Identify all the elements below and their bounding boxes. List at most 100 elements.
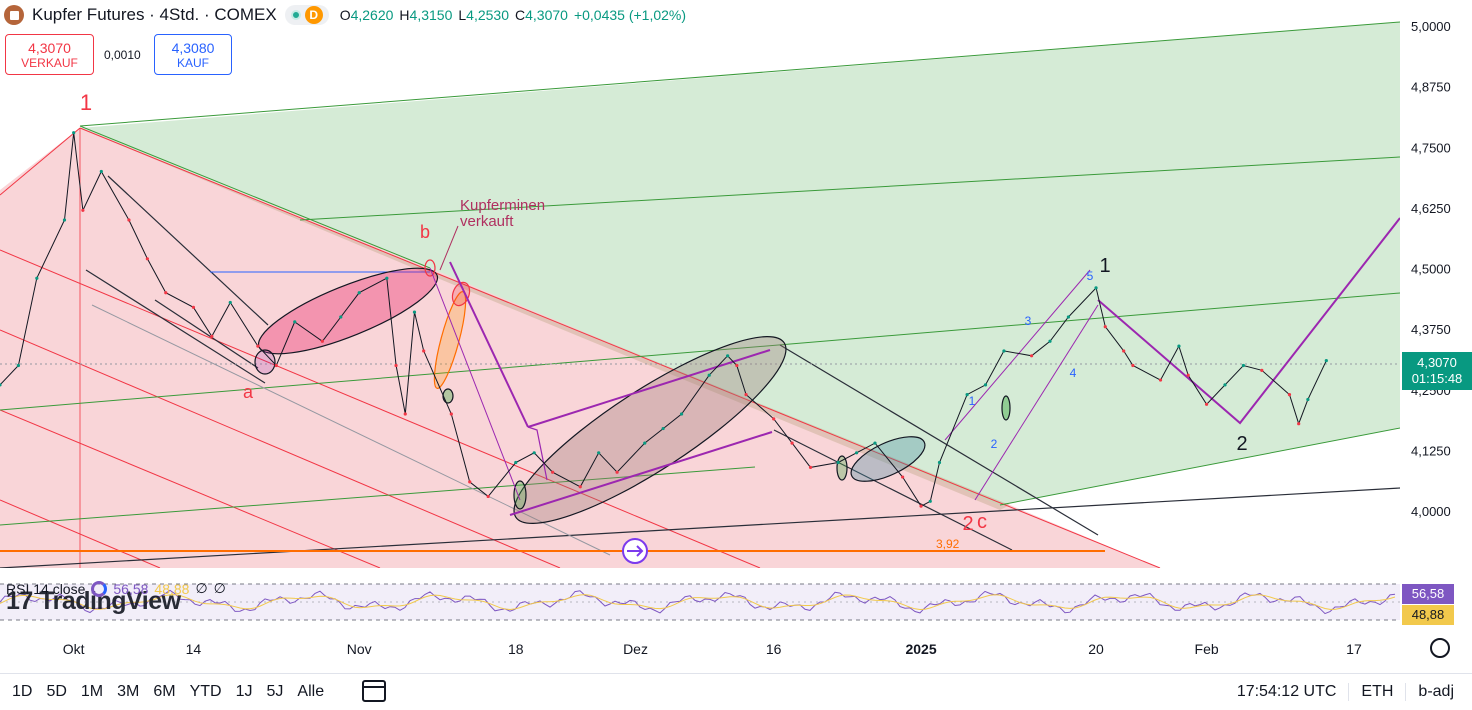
time-tick-label: 18: [508, 641, 524, 657]
wave-label: 1: [969, 394, 976, 408]
range-3m[interactable]: 3M: [117, 682, 140, 700]
price-point: [127, 218, 131, 222]
rsi-value: 56,58: [113, 580, 149, 597]
range-5j[interactable]: 5J: [266, 682, 284, 700]
rsi-line: [0, 589, 1396, 615]
price-point: [293, 320, 297, 324]
price-point: [1066, 315, 1071, 319]
price-point: [191, 305, 196, 309]
price-point: [210, 334, 214, 338]
adjust-toggle[interactable]: b-adj: [1405, 683, 1466, 701]
time-axis[interactable]: Okt 14 Nov 18 Dez 16 2025 20 Feb 17: [63, 641, 1362, 657]
overlap-channel: [80, 128, 1010, 510]
price-axis[interactable]: 5,00004,87504,75004,62504,50004,37504,25…: [1411, 19, 1451, 519]
market-status[interactable]: D: [284, 5, 329, 25]
price-point: [532, 451, 536, 455]
price-tick-label: 4,0000: [1411, 504, 1451, 519]
price-point: [1260, 368, 1264, 372]
price-point: [62, 218, 67, 222]
rsi-hidden-icon[interactable]: ∅: [195, 580, 208, 596]
price-point: [1186, 373, 1190, 377]
price-point: [99, 169, 103, 174]
time-tick-label: 16: [766, 641, 782, 657]
annotation-pointer: [439, 225, 459, 271]
buy-price: 4,3080: [171, 39, 215, 56]
price-point: [1029, 354, 1034, 358]
price-point: [16, 363, 21, 368]
price-point: [385, 276, 389, 280]
price-tick-label: 4,1250: [1411, 443, 1451, 458]
price-point: [1223, 383, 1227, 387]
price-point: [1094, 286, 1098, 290]
range-1j[interactable]: 1J: [235, 682, 253, 700]
utc-clock[interactable]: 17:54:12 UTC: [1236, 683, 1337, 700]
wave-label: 1: [1099, 255, 1110, 277]
price-tick-label: 4,3750: [1411, 322, 1451, 337]
time-tick-label: 14: [186, 641, 202, 657]
last-price-tag: 4,3070 01:15:48: [1402, 352, 1472, 390]
range-1m[interactable]: 1M: [80, 682, 104, 700]
price-point: [597, 451, 601, 455]
axis-settings-icon[interactable]: [1430, 638, 1450, 658]
impulse-channel: [944, 269, 1099, 501]
pattern-ellipses: [254, 259, 1011, 524]
price-point: [1122, 349, 1126, 353]
price-point: [1306, 397, 1310, 402]
price-point: [72, 131, 76, 135]
price-point: [1324, 359, 1328, 363]
wave-label: a: [243, 382, 254, 402]
session-toggle[interactable]: ETH: [1348, 683, 1405, 701]
ohlc-values: O4,2620 H4,3150 L4,2530 C4,3070 +0,0435 …: [336, 7, 690, 23]
sell-button[interactable]: 4,3070 VERKAUF: [5, 34, 94, 75]
price-tick-label: 4,7500: [1411, 140, 1451, 155]
price-point: [744, 393, 748, 397]
price-point: [772, 417, 776, 421]
price-point: [726, 354, 730, 358]
delayed-data-badge: D: [304, 6, 323, 24]
price-point: [1287, 393, 1292, 397]
range-5d[interactable]: 5D: [46, 682, 67, 700]
wave-label: b: [420, 222, 430, 242]
last-price: 4,3070: [1417, 355, 1457, 370]
price-point: [919, 504, 923, 508]
price-point: [937, 460, 942, 465]
bull-fork-zone: [80, 22, 1400, 505]
rsi-ma-tag: 48,88: [1402, 605, 1454, 625]
price-point: [1177, 344, 1181, 348]
price-point: [449, 412, 453, 416]
price-point: [983, 383, 988, 387]
time-tick-label: 17: [1346, 641, 1362, 657]
price-point: [1002, 349, 1006, 353]
rsi-loading-icon: [91, 580, 108, 597]
price-point: [1048, 339, 1052, 343]
rsi-hidden-icon-2[interactable]: ∅: [213, 580, 226, 596]
buy-button[interactable]: 4,3080 KAUF: [154, 34, 232, 75]
price-point: [274, 363, 278, 368]
price-point: [486, 494, 490, 499]
range-6m[interactable]: 6M: [153, 682, 176, 700]
price-point: [615, 470, 619, 474]
price-point: [808, 465, 813, 469]
rsi-legend[interactable]: RSI 14 close 56,58 48,88 ∅ ∅: [6, 580, 226, 597]
bottom-toolbar: 1D 5D 1M 3M 6M YTD 1J 5J Alle 17:54:12 U…: [0, 673, 1472, 709]
range-ytd[interactable]: YTD: [189, 682, 222, 700]
range-1d[interactable]: 1D: [12, 682, 33, 700]
price-point: [551, 470, 555, 474]
ohlc-change: +0,0435 (+1,02%): [573, 7, 687, 23]
price-point: [643, 441, 647, 445]
symbol-title[interactable]: Kupfer Futures · 4Std. · COMEX: [32, 5, 277, 24]
time-tick-label: 2025: [905, 641, 936, 657]
bottom-right-controls: 17:54:12 UTC ETH b-adj: [1225, 674, 1466, 710]
ohlc-open: O4,2620: [339, 7, 394, 23]
price-point: [81, 208, 85, 212]
red-fork-lines: [0, 127, 1161, 568]
range-all[interactable]: Alle: [297, 682, 325, 700]
wave-label: 4: [1070, 366, 1077, 380]
price-point: [854, 451, 859, 455]
calendar-icon[interactable]: [362, 680, 386, 702]
grey-guide: [91, 304, 611, 556]
goto-realtime-icon[interactable]: [622, 538, 648, 564]
wave-label: verkauft: [460, 213, 514, 230]
